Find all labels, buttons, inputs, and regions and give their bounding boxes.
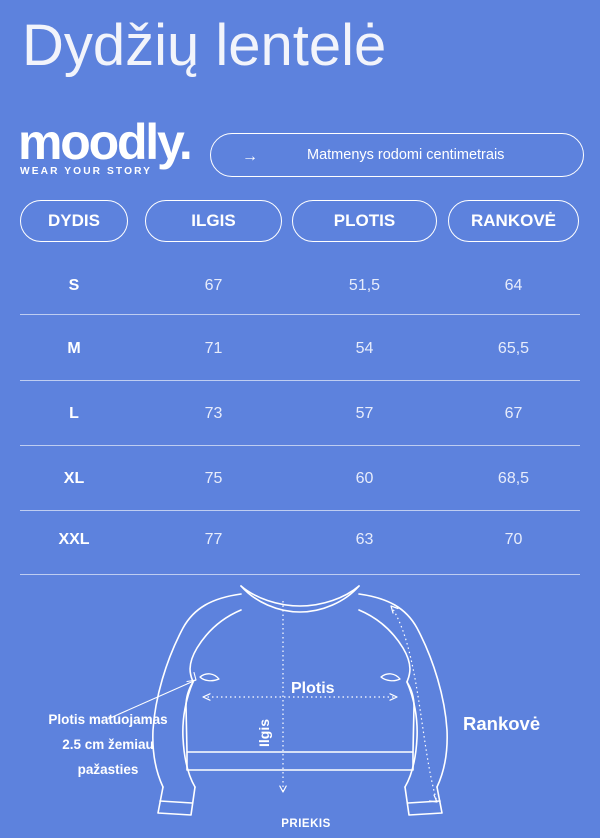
svg-text:2.5 cm žemiau: 2.5 cm žemiau bbox=[62, 737, 154, 752]
svg-text:PRIEKIS: PRIEKIS bbox=[281, 818, 331, 830]
svg-text:Ilgis: Ilgis bbox=[256, 719, 272, 747]
svg-text:Plotis matuojamas: Plotis matuojamas bbox=[48, 712, 167, 727]
svg-text:pažasties: pažasties bbox=[78, 762, 139, 777]
svg-text:Rankovė: Rankovė bbox=[463, 713, 540, 734]
svg-text:Plotis: Plotis bbox=[291, 680, 335, 697]
